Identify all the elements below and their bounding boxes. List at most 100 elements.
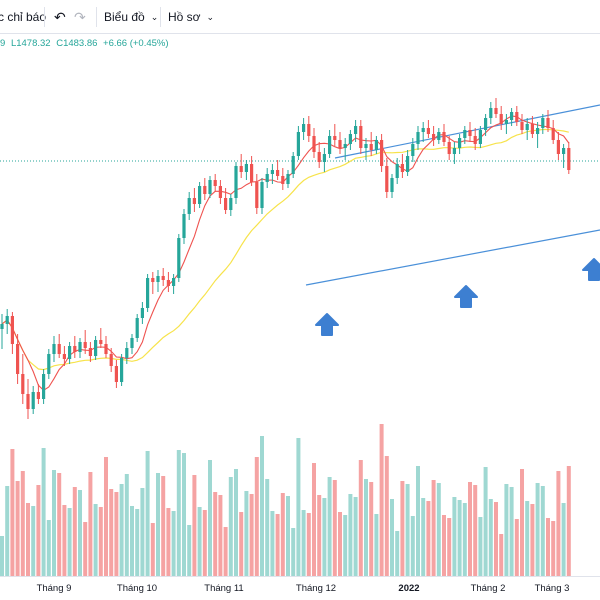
ohlc-change: +6.66 (+0.45%) [103,38,169,49]
candle-body [338,140,342,148]
indicators-button[interactable]: c chỉ báo [0,0,46,34]
candle-body [156,276,160,282]
candle-body [140,308,144,318]
x-tick: Tháng 3 [534,583,570,594]
volume-bar [234,469,238,576]
volume-bar [52,470,56,576]
candle-body [520,122,524,130]
profile-menu-label: Hồ sơ [168,10,201,24]
volume-bar [447,518,452,576]
candle-body [218,186,222,198]
candle-body [380,140,384,166]
candle-body [99,340,103,344]
volume-bar [187,525,192,576]
candle-body [88,348,92,356]
candle-body [187,198,191,214]
candle-body [52,344,56,354]
volume-bar [410,516,415,576]
volume-bar [317,495,322,576]
candle-body [458,138,462,148]
volume-bar [525,501,530,576]
volume-bar [36,485,41,576]
volume-bar [504,484,509,576]
volume-bar [244,491,249,576]
volume-bar [15,481,20,576]
candle-body [556,140,560,154]
candle-body [296,132,300,156]
candle-body [307,124,311,136]
candle-body [16,344,20,374]
volume-bar [358,460,363,576]
volume-bar [270,511,275,576]
candle-body [400,164,404,172]
volume-bar [509,487,514,576]
candle-body [208,180,212,194]
volume-bar [551,521,556,576]
x-axis: Tháng 9 Tháng 10 Tháng 11 Tháng 12 2022 … [0,576,600,600]
upper-trend-line [334,104,600,159]
x-tick: Tháng 12 [295,583,337,594]
candle-body [146,278,150,308]
candle-body [426,128,430,134]
volume-bar [499,534,504,576]
candle-body [234,166,238,198]
x-tick-year: 2022 [398,583,420,594]
volume-bar [457,500,462,576]
candle-body [62,354,66,359]
candle-body [130,338,134,348]
indicators-label: c chỉ báo [0,10,47,24]
volume-bar [566,466,571,576]
volume-bar [431,480,436,576]
volume-bar [83,522,88,576]
candle-body [10,316,14,344]
volume-bar [442,515,446,576]
profile-menu-button[interactable]: Hồ sơ ⌄ [168,0,214,34]
volume-bar [202,510,207,576]
volume-bar [400,481,405,576]
volume-bar [119,484,124,576]
volume-bar [5,486,10,576]
candle-body [182,214,186,238]
volume-bar [306,513,311,576]
slow-moving-average [1,128,569,371]
candle-body [260,182,264,208]
volume-bar [280,493,285,576]
chart-menu-button[interactable]: Biểu đồ ⌄ [104,0,158,34]
volume-bar [296,438,301,576]
top-toolbar: c chỉ báo ↶ ↷ Biểu đồ ⌄ Hồ sơ ⌄ [0,0,600,34]
volume-bar [478,517,483,576]
volume-bar [208,460,212,576]
x-tick: Tháng 2 [470,583,506,594]
candle-body [510,112,514,120]
candle-body [166,280,170,286]
chevron-down-icon: ⌄ [206,12,215,22]
price-chart[interactable] [0,34,600,576]
candle-body [369,144,373,150]
candle-body [385,166,389,192]
volume-bar [104,457,108,576]
volume-bar [114,492,119,576]
volume-bar [150,523,155,576]
volume-bar [379,424,384,576]
candle-body [442,132,446,142]
volume-bar [260,436,264,576]
volume-bar [228,477,233,576]
toolbar-divider [44,7,45,27]
candle-body [473,136,477,144]
volume-bar [462,503,467,576]
undo-icon[interactable]: ↶ [54,9,66,25]
candle-body [317,152,321,162]
volume-bar [384,456,389,576]
volume-bar [135,509,140,576]
candle-body [359,126,363,148]
chevron-down-icon: ⌄ [150,12,159,22]
volume-bar [161,476,166,576]
candle-body [364,144,368,148]
ohlc-fragment: 9 [0,38,6,49]
candle-body [21,374,25,394]
volume-bar [192,475,197,576]
candle-body [0,324,4,329]
candle-body [239,166,243,172]
candle-body [68,346,72,359]
redo-icon[interactable]: ↷ [74,9,86,25]
